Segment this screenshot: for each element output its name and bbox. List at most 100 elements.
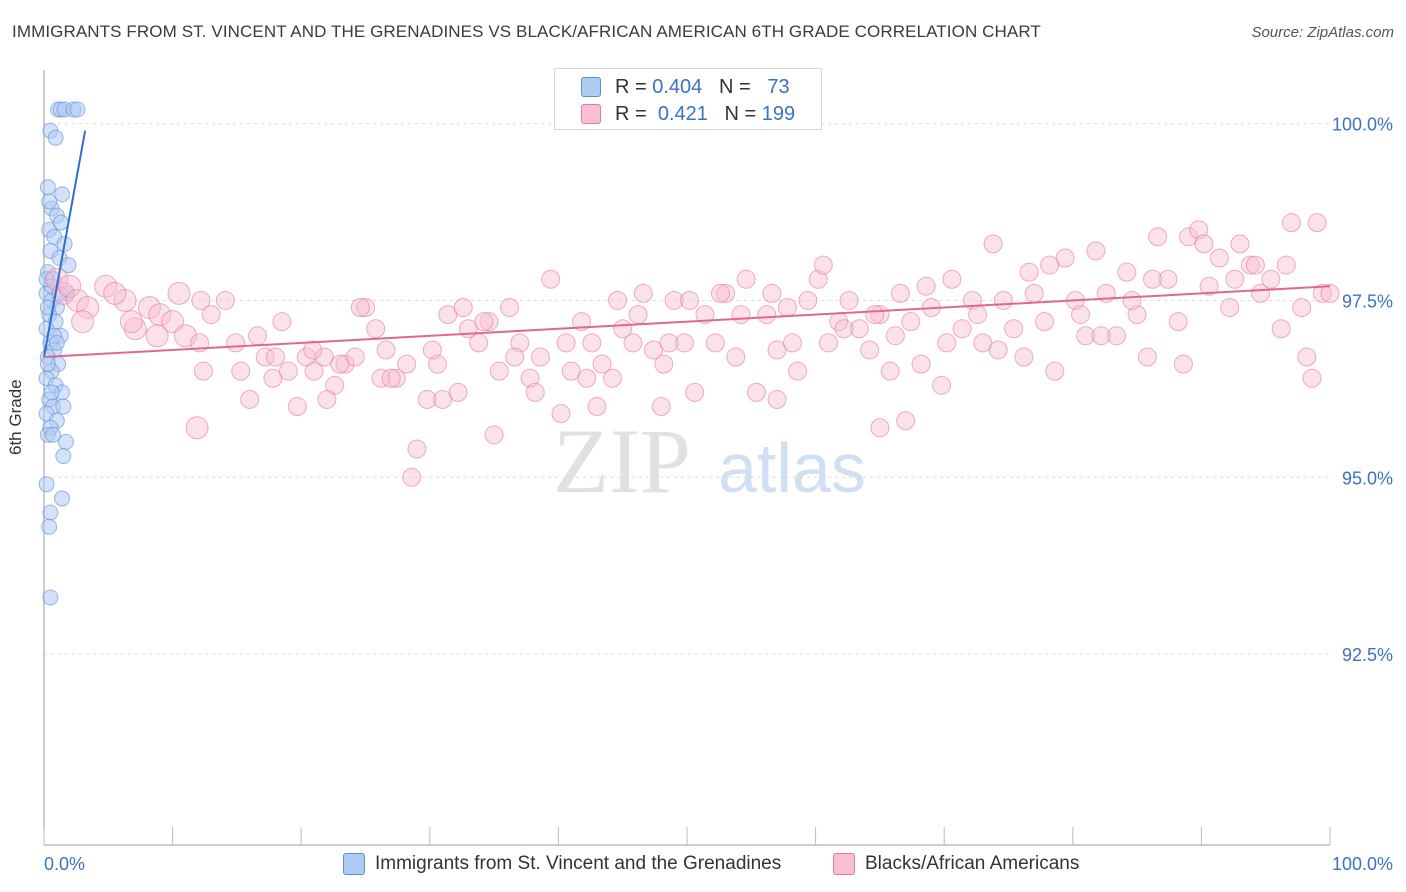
point-s1-107 xyxy=(1137,347,1157,367)
trend-line-s0 xyxy=(43,130,87,358)
point-s1-142 xyxy=(505,347,525,367)
point-s0-8 xyxy=(54,186,71,203)
point-s1-180 xyxy=(651,397,671,417)
point-s1-160 xyxy=(968,305,988,325)
point-s1-156 xyxy=(865,305,885,325)
point-s1-143 xyxy=(525,382,545,402)
point-s0-6 xyxy=(47,129,64,146)
y-tick-label-3: 92.5% xyxy=(1342,645,1393,665)
point-s1-61 xyxy=(664,290,684,310)
point-s1-183 xyxy=(767,389,787,409)
legend-swatch-immigrants xyxy=(343,853,365,875)
point-s1-132 xyxy=(240,389,260,409)
point-s1-110 xyxy=(1168,312,1188,332)
point-s1-84 xyxy=(901,312,921,332)
point-s1-170 xyxy=(1225,269,1245,289)
point-s1-133 xyxy=(265,347,285,367)
point-s0-43 xyxy=(54,490,71,507)
trend-line-s1 xyxy=(43,285,1331,359)
point-s0-53 xyxy=(41,193,58,210)
point-s1-4 xyxy=(76,296,100,320)
stats-legend-n-value-1: 73 xyxy=(767,75,790,98)
point-s1-144 xyxy=(556,333,576,353)
point-s1-67 xyxy=(726,347,746,367)
point-s1-89 xyxy=(952,319,972,339)
stats-legend-swatch-2 xyxy=(581,104,601,124)
point-s1-124 xyxy=(1312,283,1332,303)
point-s1-45 xyxy=(500,298,520,318)
point-s1-177 xyxy=(484,425,504,445)
point-s1-126 xyxy=(71,310,95,334)
point-s0-57 xyxy=(43,384,60,401)
point-s1-24 xyxy=(287,397,307,417)
point-s1-128 xyxy=(119,310,143,334)
stats-legend-r-label-1: R = xyxy=(615,75,647,98)
point-s1-62 xyxy=(674,333,694,353)
point-s1-26 xyxy=(304,361,324,381)
legend-item-blacks: Blacks/African Americans xyxy=(833,850,1079,878)
point-s1-130 xyxy=(167,281,191,305)
point-s1-91 xyxy=(973,333,993,353)
point-s1-60 xyxy=(654,354,674,374)
y-axis-label: 6th Grade xyxy=(6,379,25,455)
point-s1-106 xyxy=(1127,305,1147,325)
point-s1-101 xyxy=(1076,326,1096,346)
point-s1-174 xyxy=(1307,213,1327,233)
point-s1-145 xyxy=(577,368,597,388)
point-s1-162 xyxy=(1019,262,1039,282)
point-s1-135 xyxy=(330,354,350,374)
point-s1-15 xyxy=(185,416,209,440)
point-s1-39 xyxy=(438,305,458,325)
point-s1-178 xyxy=(433,389,453,409)
point-s1-82 xyxy=(880,361,900,381)
point-s1-138 xyxy=(402,467,422,487)
point-s1-140 xyxy=(453,298,473,318)
point-s1-122 xyxy=(1292,298,1312,318)
point-s1-167 xyxy=(1143,269,1163,289)
point-s1-176 xyxy=(870,418,890,438)
point-s1-113 xyxy=(1199,276,1219,296)
point-s1-96 xyxy=(1024,283,1044,303)
point-s1-19 xyxy=(247,326,267,346)
point-s1-47 xyxy=(520,368,540,388)
point-s1-13 xyxy=(201,305,221,325)
point-s1-52 xyxy=(572,312,592,332)
point-s1-166 xyxy=(1122,290,1142,310)
point-s1-139 xyxy=(422,340,442,360)
stats-legend-r-label-2: R = xyxy=(615,102,647,125)
watermark-zip: ZIP xyxy=(553,410,691,512)
stats-legend-n-label-2: N = xyxy=(724,102,757,125)
point-s1-154 xyxy=(813,255,833,275)
point-s1-141 xyxy=(474,312,494,332)
point-s1-163 xyxy=(1040,255,1060,275)
point-s0-58 xyxy=(38,271,55,288)
point-s1-37 xyxy=(417,389,437,409)
stats-legend: R = 0.404 N = 73 R = 0.421 N = 199 xyxy=(554,68,822,130)
point-s1-95 xyxy=(1014,347,1034,367)
point-s1-98 xyxy=(1045,361,1065,381)
point-s1-48 xyxy=(530,347,550,367)
point-s1-12 xyxy=(191,290,211,310)
point-s1-147 xyxy=(628,305,648,325)
legend-label-immigrants: Immigrants from St. Vincent and the Gren… xyxy=(375,853,782,874)
point-s1-109 xyxy=(1158,269,1178,289)
point-s1-117 xyxy=(1240,255,1260,275)
point-s1-50 xyxy=(551,404,571,424)
x-tick-label-1: 100.0% xyxy=(1332,854,1393,874)
point-s1-27 xyxy=(314,347,334,367)
point-s1-22 xyxy=(272,312,292,332)
point-s1-125 xyxy=(1320,283,1340,303)
point-s1-121 xyxy=(1281,213,1301,233)
point-s1-169 xyxy=(1194,234,1214,254)
point-s1-102 xyxy=(1086,241,1106,261)
point-s1-65 xyxy=(705,333,725,353)
source-label: Source: ZipAtlas.com xyxy=(1251,24,1394,41)
point-s1-137 xyxy=(371,368,391,388)
point-s1-152 xyxy=(762,283,782,303)
point-s1-171 xyxy=(1245,255,1265,275)
point-s0-59 xyxy=(52,214,69,231)
point-s1-36 xyxy=(407,439,427,459)
point-s1-79 xyxy=(849,319,869,339)
point-s1-34 xyxy=(386,368,406,388)
y-tick-label-0: 100.0% xyxy=(1332,115,1393,135)
